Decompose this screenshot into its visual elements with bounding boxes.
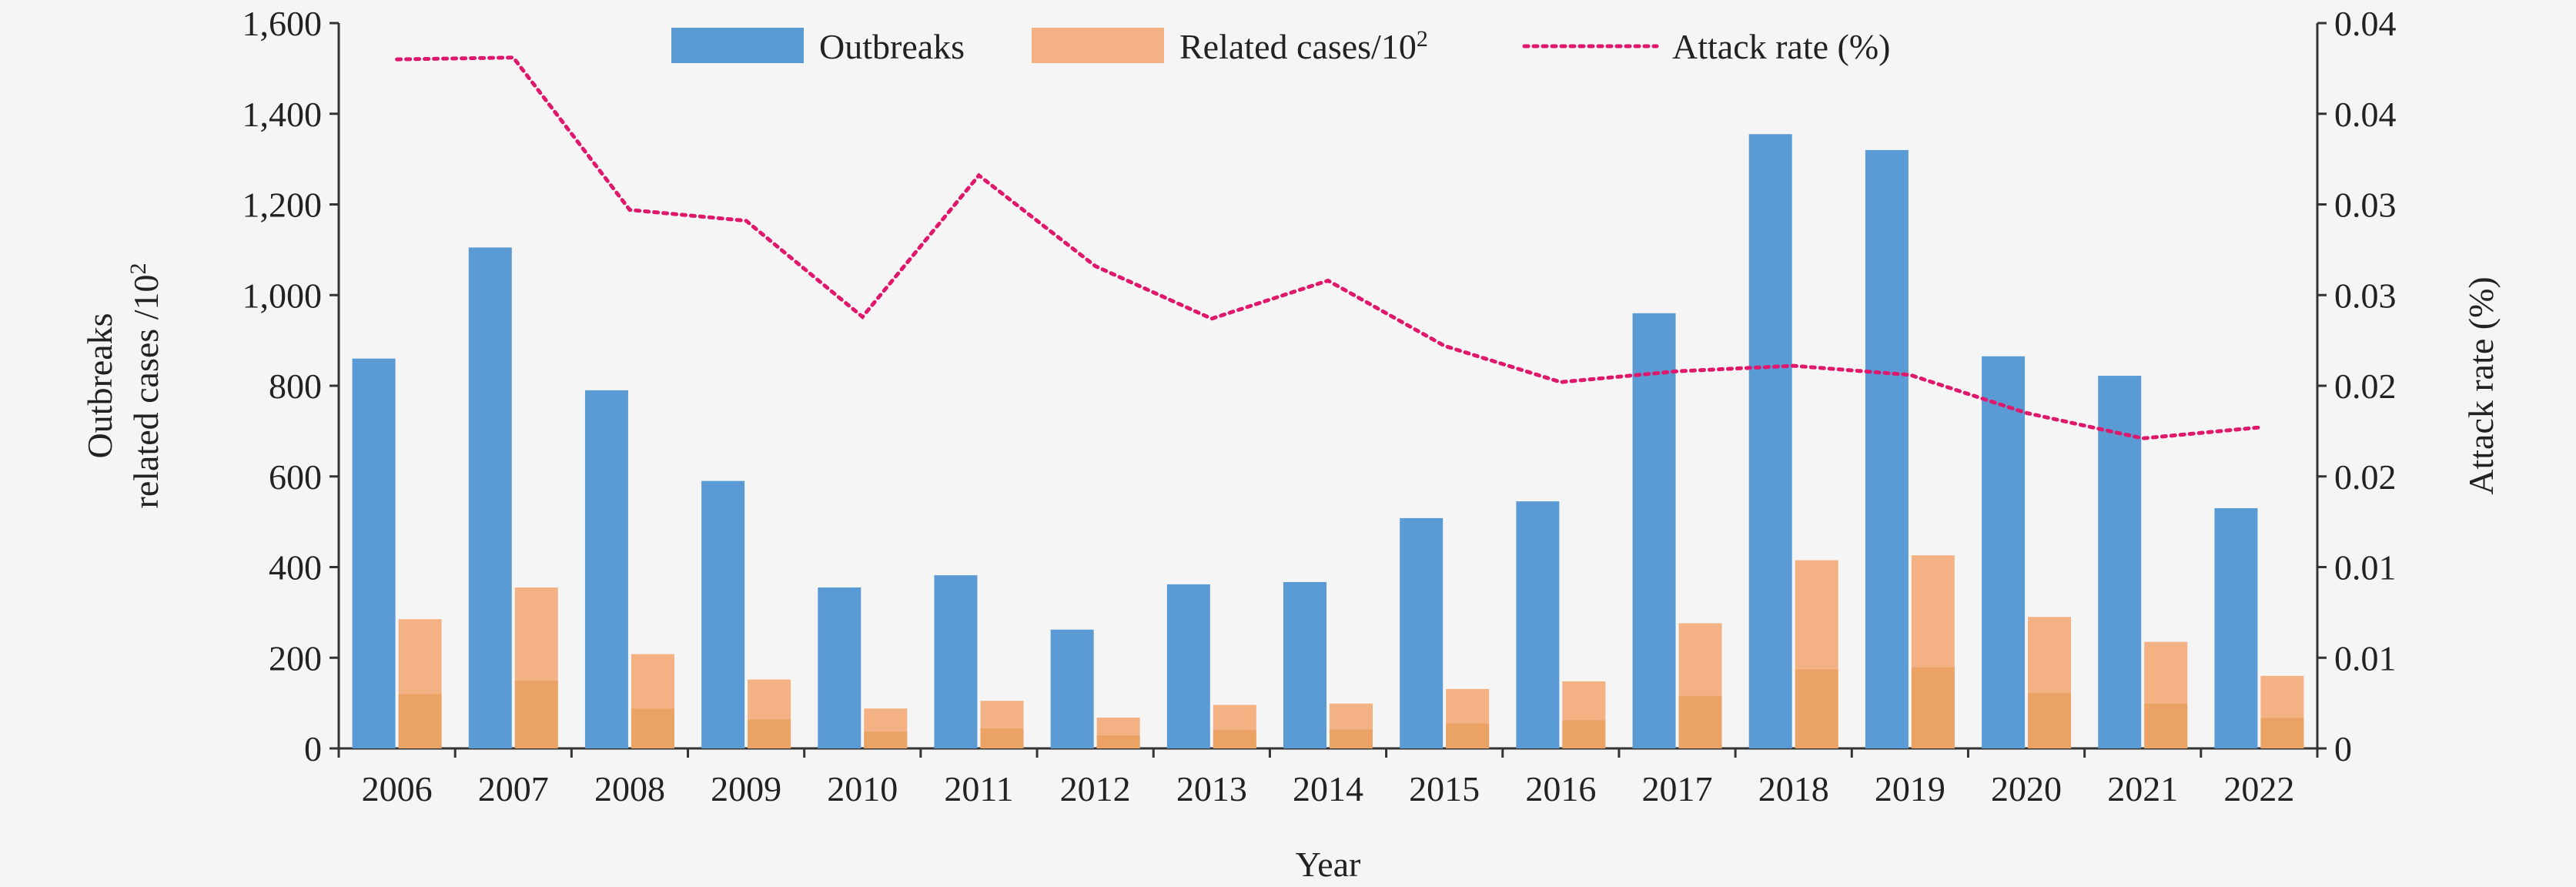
right-y-axis-title: Attack rate (%) <box>2461 276 2501 495</box>
x-tick-label: 2011 <box>944 769 1013 808</box>
x-tick-label: 2006 <box>362 769 433 808</box>
x-tick-label: 2009 <box>711 769 781 808</box>
line-attack-rate <box>395 55 2261 440</box>
bar-outbreaks <box>2214 507 2258 748</box>
x-tick-label: 2018 <box>1758 769 1829 808</box>
bar-related-cases-shade <box>631 708 674 748</box>
bar-related-cases-shade <box>748 719 791 748</box>
left-y-tick-label: 1,400 <box>243 95 323 134</box>
bar-outbreaks <box>934 575 978 748</box>
left-y-tick-label: 0 <box>304 729 322 768</box>
legend-label-superscript: 2 <box>1417 26 1428 52</box>
left-y-tick-label: 600 <box>269 457 322 497</box>
bar-related-cases-shade <box>514 681 558 748</box>
x-tick-label: 2015 <box>1409 769 1480 808</box>
left-y-tick-label: 400 <box>269 548 322 587</box>
bar-outbreaks <box>1632 313 1676 748</box>
right-y-tick-label: 0 <box>2334 729 2352 768</box>
left-y-tick-label: 800 <box>269 367 322 406</box>
right-y-tick-label: 0.01 <box>2334 638 2397 678</box>
left-y-tick-label: 200 <box>269 638 322 678</box>
legend-label-related-cases: Related cases/102 <box>1179 26 1428 67</box>
left-y-axis-title-line1: Outbreaks <box>80 313 119 458</box>
bar-outbreaks <box>1050 629 1094 748</box>
bar-outbreaks <box>1283 581 1326 748</box>
legend-label-outbreaks: Outbreaks <box>819 27 965 66</box>
x-tick-label: 2016 <box>1525 769 1596 808</box>
x-tick-label: 2020 <box>1991 769 2062 808</box>
x-tick-label: 2013 <box>1176 769 1247 808</box>
x-tick-label: 2012 <box>1060 769 1131 808</box>
x-tick-label: 2008 <box>594 769 665 808</box>
bar-related-cases-shade <box>1911 667 1955 748</box>
bar-related-cases-shade <box>1330 729 1373 748</box>
bar-related-cases-shade <box>1795 669 1838 748</box>
bar-outbreaks <box>818 587 861 748</box>
bar-outbreaks <box>584 390 628 748</box>
x-tick-label: 2019 <box>1875 769 1945 808</box>
right-y-tick-label: 0.01 <box>2334 548 2397 587</box>
x-tick-label: 2022 <box>2223 769 2294 808</box>
bar-related-cases-shade <box>398 694 442 748</box>
bar-outbreaks <box>468 247 512 748</box>
bar-related-cases-shade <box>1213 730 1256 748</box>
right-y-tick-label: 0.03 <box>2334 186 2397 225</box>
x-tick-label: 2010 <box>827 769 898 808</box>
left-y-tick-label: 1,200 <box>243 186 323 225</box>
x-tick-label: 2017 <box>1642 769 1713 808</box>
legend-swatch-related-cases <box>1032 28 1164 63</box>
bar-outbreaks <box>1400 517 1444 748</box>
x-tick-label: 2007 <box>478 769 549 808</box>
x-tick-label: 2021 <box>2107 769 2178 808</box>
bar-outbreaks <box>1865 149 1909 749</box>
bar-outbreaks <box>1166 584 1210 748</box>
bar-related-cases-shade <box>2260 718 2304 748</box>
bar-outbreaks <box>1748 134 1792 748</box>
bar-related-cases-shade <box>1096 735 1140 748</box>
bar-related-cases-shade <box>864 731 908 748</box>
right-y-tick-label: 0.03 <box>2334 276 2397 315</box>
left-y-tick-label: 1,600 <box>243 4 323 43</box>
bar-outbreaks <box>1982 356 2026 748</box>
bar-related-cases-shade <box>1678 695 1722 748</box>
x-tick-label: 2014 <box>1293 769 1363 808</box>
left-y-axis-title-line2: related cases /102 <box>125 263 166 509</box>
right-y-tick-label: 0.04 <box>2334 4 2397 43</box>
right-y-tick-label: 0.04 <box>2334 95 2397 134</box>
bar-related-cases-shade <box>2144 703 2188 748</box>
bar-outbreaks <box>352 358 396 748</box>
legend-label-attack-rate: Attack rate (%) <box>1672 27 1891 66</box>
bar-outbreaks <box>1516 501 1560 748</box>
bar-related-cases-shade <box>980 728 1024 748</box>
left-y-tick-label: 1,000 <box>243 276 323 315</box>
bar-outbreaks <box>701 480 745 748</box>
bar-related-cases-shade <box>2028 693 2072 748</box>
bar-related-cases-shade <box>1446 723 1490 748</box>
right-y-tick-label: 0.02 <box>2334 457 2397 497</box>
left-y-axis-title-superscript: 2 <box>125 263 151 275</box>
legend-swatch-outbreaks <box>671 28 804 63</box>
right-y-tick-label: 0.02 <box>2334 367 2397 406</box>
bar-related-cases-shade <box>1562 720 1606 748</box>
x-axis-title: Year <box>1296 845 1361 884</box>
